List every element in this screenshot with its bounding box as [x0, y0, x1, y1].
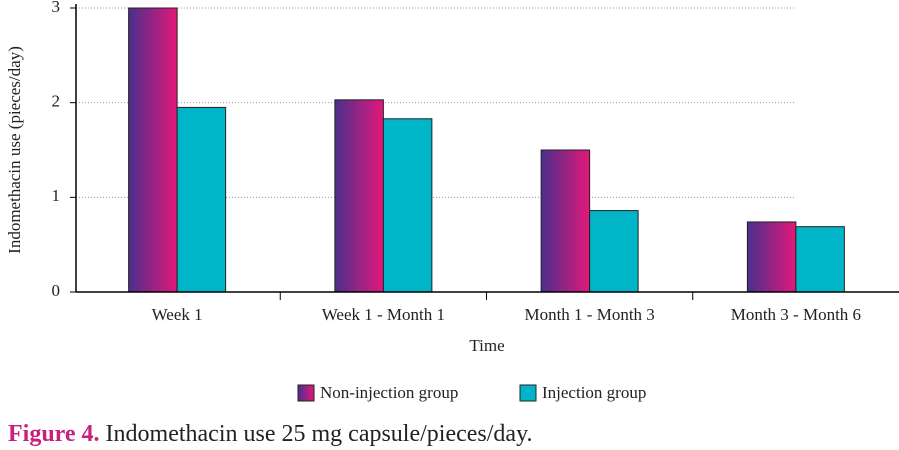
x-tick-label: Week 1 - Month 1: [322, 305, 445, 324]
bar: [589, 210, 639, 293]
bar: [795, 226, 845, 293]
legend-label: Injection group: [542, 383, 646, 402]
legend-swatch: [297, 384, 315, 402]
chart: Time Indomethacin use (pieces/day) 0 1 2 3 W…: [5, 0, 899, 402]
bar: [176, 106, 227, 293]
y-axis-label: Indomethacin use (pieces/day): [5, 46, 24, 254]
caption-text: Indomethacin use 25 mg capsule/pieces/da…: [105, 421, 533, 447]
y-tick-label: 0: [52, 281, 61, 300]
legend-swatch: [519, 384, 537, 402]
bar: [746, 221, 797, 293]
y-tick-label: 3: [52, 0, 61, 16]
x-axis-label: Time: [469, 336, 504, 355]
bar: [540, 149, 591, 293]
bar: [128, 7, 178, 293]
y-tick-label: 2: [52, 92, 61, 111]
x-tick-label: Month 1 - Month 3: [524, 305, 654, 324]
bar: [382, 118, 433, 293]
caption-label: Figure 4.: [8, 421, 100, 447]
y-tick-label: 1: [52, 186, 61, 205]
x-tick-label: Week 1: [152, 305, 203, 324]
caption: Figure 4. Indomethacin use 25 mg capsule…: [8, 421, 533, 448]
x-tick-label: Month 3 - Month 6: [731, 305, 861, 324]
legend-label: Non-injection group: [320, 383, 458, 402]
bar: [334, 99, 384, 293]
